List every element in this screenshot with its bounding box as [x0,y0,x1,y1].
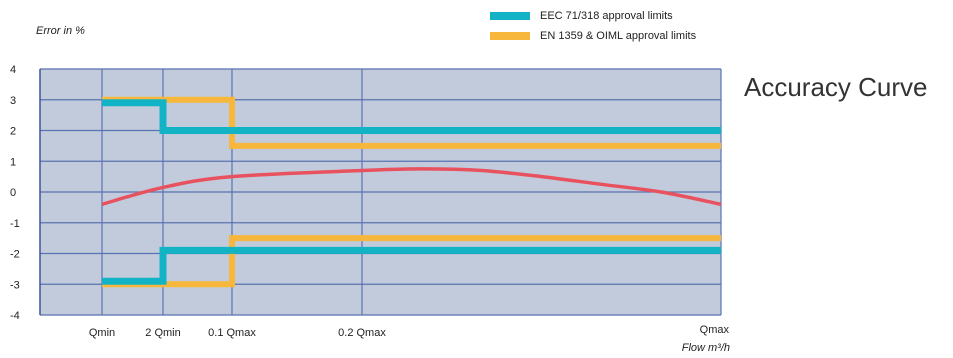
legend-swatch-eec [490,12,530,21]
y-tick-label: 2 [10,126,16,138]
y-tick-label: 3 [10,95,16,107]
y-axis-label: Error in % [36,25,85,37]
series-accuracy-curve [101,167,722,207]
y-tick-label: -2 [10,249,20,261]
chart-title: Accuracy Curve [744,72,928,102]
series-eec-lower-limit [102,246,721,285]
y-tick-label: -3 [10,279,20,291]
legend-item-en1359: EN 1359 & OIML approval limits [490,30,696,42]
x-tick-label: 0.1 Qmax [208,327,256,339]
legend-label-eec: EEC 71/318 approval limits [540,10,673,22]
y-tick-label: -4 [10,310,20,322]
y-tick-label: 4 [10,64,16,76]
y-tick-label: -1 [10,218,20,230]
legend-label-en1359: EN 1359 & OIML approval limits [540,30,697,42]
y-tick-label: 0 [10,187,16,199]
legend-swatch-en1359 [490,32,530,41]
x-tick-label: 0.2 Qmax [338,327,386,339]
x-axis-label: Flow m³/h [682,342,730,354]
x-tick-label: 2 Qmin [145,327,180,339]
series-en1359-lower-limit [102,235,721,288]
y-tick-label: 1 [10,156,16,168]
x-tick-label: Qmin [89,327,115,339]
x-tick-label: Qmax [700,324,730,336]
legend-item-eec: EEC 71/318 approval limits [490,10,673,22]
series-en1359-upper-limit [102,96,721,149]
series-eec-upper-limit [102,99,721,134]
x-tick-labels: Qmin 2 Qmin 0.1 Qmax 0.2 Qmax Qmax [89,324,730,339]
y-tick-labels: 4 3 2 1 0 -1 -2 -3 -4 [10,64,20,322]
series-layer [101,96,722,288]
